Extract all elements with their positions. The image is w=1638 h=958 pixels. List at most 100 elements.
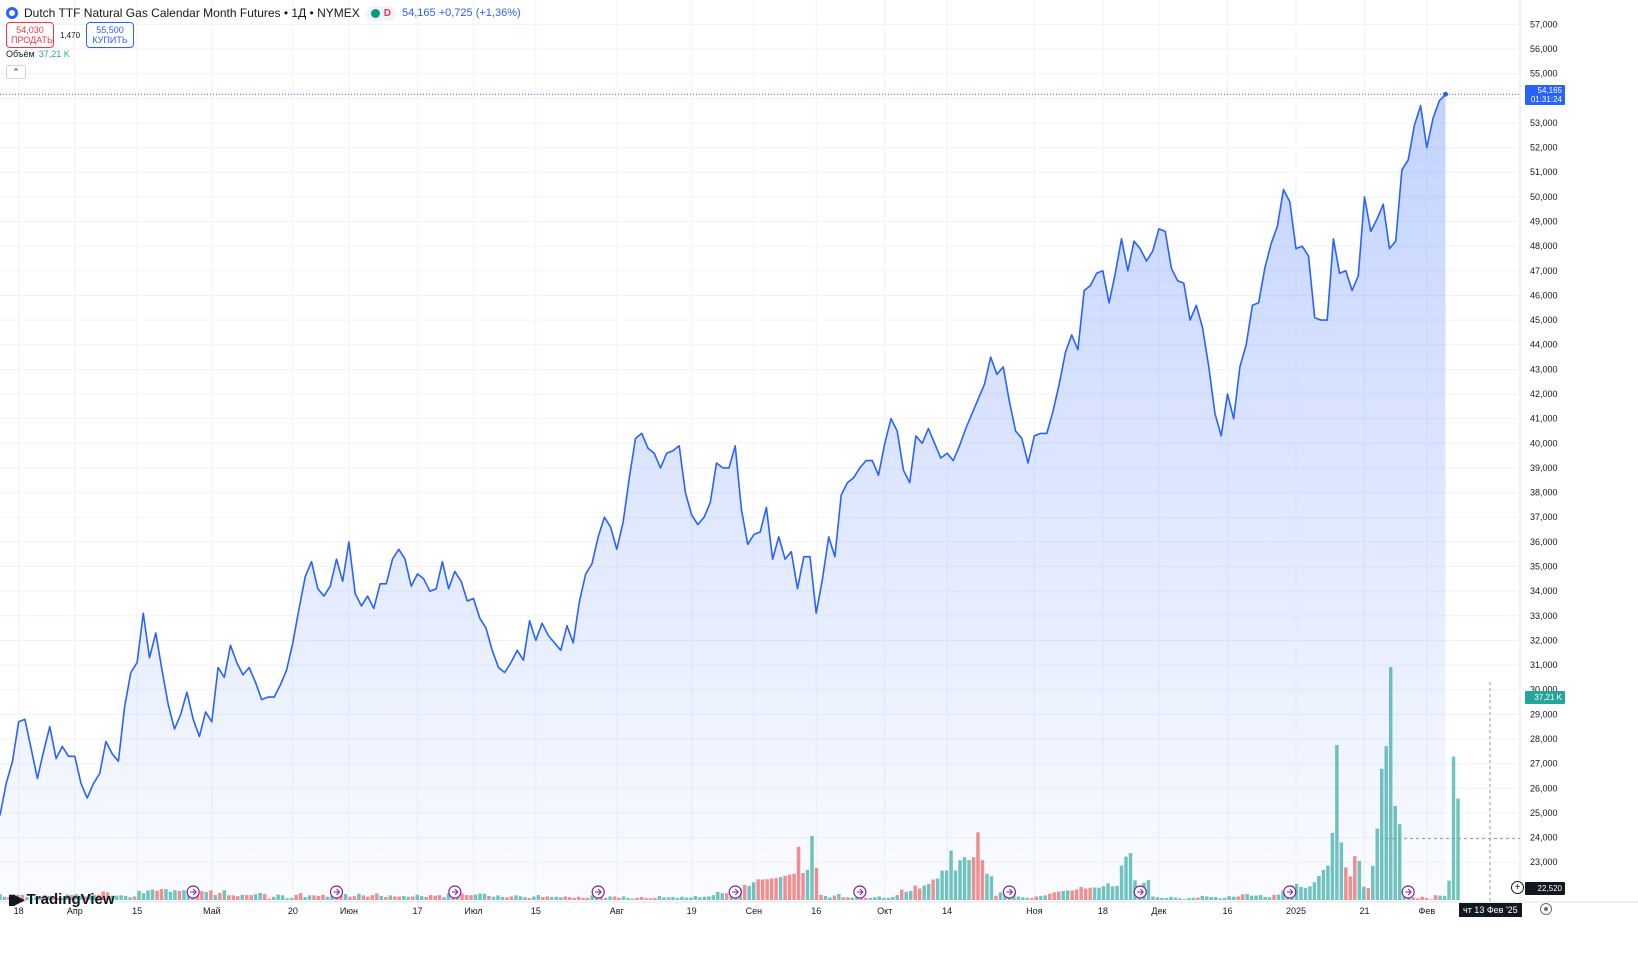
x-tick-label: Ноя [1026,906,1043,916]
y-tick-label: 43,000 [1530,364,1558,374]
last-price-tag: 54,165 01:31:24 [1525,85,1565,105]
y-tick-label: 23,000 [1530,857,1558,867]
sell-button[interactable]: 54,030 ПРОДАТЬ [6,22,54,48]
x-tick-label: 18 [1098,906,1108,916]
y-tick-label: 45,000 [1530,315,1558,325]
event-arrow-icon [856,888,864,896]
y-tick-label: 36,000 [1530,537,1558,547]
y-tick-label: 51,000 [1530,167,1558,177]
y-tick-label: 42,000 [1530,389,1558,399]
volume-label: Объём [6,49,35,59]
x-tick-label: 17 [412,906,422,916]
x-tick-label: Дек [1151,906,1166,916]
tradingview-logo[interactable]: ▮▶ TradingView [8,891,115,908]
x-tick-label: 20 [288,906,298,916]
event-arrow-icon [333,888,341,896]
volume-value: 37,21 K [38,49,70,59]
spread-value: 1,470 [60,30,81,40]
crosshair-date-tag: чт 13 Фев '25 [1459,903,1522,917]
y-tick-label: 30,000 [1530,685,1558,695]
collapse-legend-button[interactable]: ⌃ [6,65,26,79]
x-tick-label: 16 [1222,906,1232,916]
y-tick-label: 40,000 [1530,438,1558,448]
price-area-fill [0,94,1446,903]
volume-bar [1451,756,1456,900]
x-tick-label: Июл [464,906,482,916]
y-tick-label: 50,000 [1530,192,1558,202]
buy-label: КУПИТЬ [92,35,128,45]
y-tick-label: 39,000 [1530,463,1558,473]
event-arrow-icon [1137,888,1144,896]
y-tick-label: 53,000 [1530,118,1558,128]
x-tick-label: Авг [610,906,625,916]
event-arrow-icon [190,888,197,896]
x-tick-label: Июн [340,906,358,916]
tradingview-logo-text: TradingView [26,891,115,908]
y-tick-label: 33,000 [1530,611,1558,621]
last-price-change: 54,165 +0,725 (+1,36%) [402,7,521,19]
y-tick-label: 57,000 [1530,19,1558,29]
y-tick-label: 34,000 [1530,586,1558,596]
x-tick-label: Апр [67,906,83,916]
y-tick-label: 44,000 [1530,340,1558,350]
delayed-badge: D [383,7,391,19]
y-tick-label: 41,000 [1530,414,1558,424]
y-tick-label: 48,000 [1530,241,1558,251]
last-price-tag-value: 54,165 [1537,86,1562,95]
event-arrow-icon [595,888,602,896]
buy-price: 55,500 [96,25,124,35]
symbol-title[interactable]: Dutch TTF Natural Gas Calendar Month Fut… [24,6,360,20]
volume-bar [1447,880,1451,900]
x-tick-label: 14 [942,906,952,916]
x-tick-label: 16 [811,906,821,916]
y-tick-label: 49,000 [1530,217,1558,227]
tradingview-mark-icon: ▮▶ [8,891,25,907]
y-tick-label: 47,000 [1530,266,1558,276]
y-tick-label: 46,000 [1530,290,1558,300]
event-arrow-icon [732,888,739,896]
x-tick-label: Окт [877,906,892,916]
x-tick-label: Сен [746,906,763,916]
buy-button[interactable]: 55,500 КУПИТЬ [86,22,135,48]
market-status-pill[interactable]: D [365,5,396,21]
market-open-icon [370,8,380,18]
x-tick-label: 15 [531,906,541,916]
x-tick-label: 21 [1360,906,1370,916]
price-line [0,93,1447,816]
trade-panel: 54,030 ПРОДАТЬ 1,470 55,500 КУПИТЬ [6,22,135,48]
x-tick-label: Май [203,906,221,916]
y-tick-label: 25,000 [1530,808,1558,818]
y-tick-label: 29,000 [1530,709,1558,719]
y-tick-label: 38,000 [1530,488,1558,498]
event-arrow-icon [1286,888,1294,896]
bar-countdown: 01:31:24 [1530,95,1562,104]
event-arrow-icon [1006,888,1014,896]
y-tick-label: 35,000 [1530,562,1558,572]
y-tick-label: 56,000 [1530,44,1558,54]
y-tick-label: 26,000 [1530,783,1558,793]
volume-bar [1456,798,1460,900]
y-tick-label: 24,000 [1530,833,1558,843]
x-tick-label: Фев [1419,906,1436,916]
last-price-dot [1443,91,1449,97]
sell-price: 54,030 [16,25,44,35]
y-tick-label: 52,000 [1530,143,1558,153]
sell-label: ПРОДАТЬ [11,35,53,45]
chart-header: Dutch TTF Natural Gas Calendar Month Fut… [6,4,521,22]
x-tick-label: 19 [687,906,697,916]
event-arrow-icon [1405,888,1412,896]
x-tick-label: 2025 [1286,906,1306,916]
x-tick-label: 18 [14,906,24,916]
symbol-icon[interactable] [6,7,18,19]
y-tick-label: 55,000 [1530,69,1558,79]
y-tick-label: 37,000 [1530,512,1558,522]
y-tick-label: 32,000 [1530,635,1558,645]
settings-gear-icon[interactable] [1540,903,1552,915]
volume-tag: 37,21 K [1525,691,1565,704]
y-tick-label: 31,000 [1530,660,1558,670]
volume-legend[interactable]: Объём 37,21 K [6,49,70,59]
event-arrow-icon [451,888,459,896]
add-plus-icon[interactable]: + [1511,881,1524,894]
y-tick-label: 28,000 [1530,734,1558,744]
